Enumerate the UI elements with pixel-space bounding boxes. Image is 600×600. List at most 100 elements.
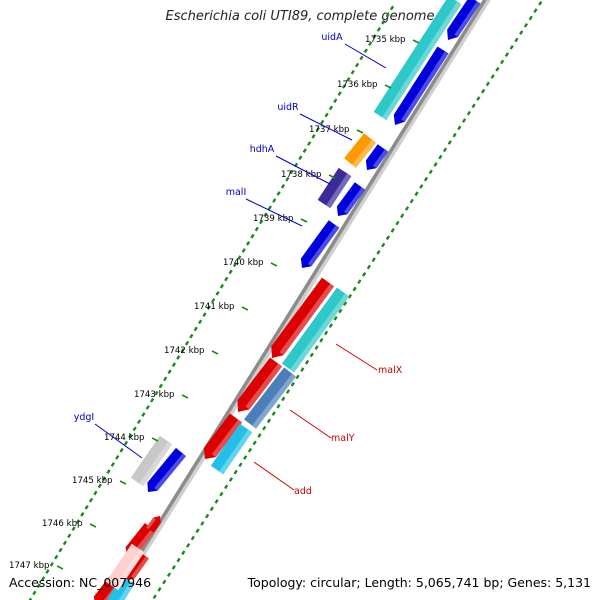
minor-tick [285,176,290,182]
minor-tick [381,242,386,248]
label-malX[interactable]: malX [335,343,403,376]
leader-line [245,198,303,227]
minor-tick [333,315,338,321]
minor-tick [115,454,120,460]
minor-tick [298,155,303,161]
small-gene-box [106,576,135,600]
minor-tick [238,462,243,468]
minor-tick [366,264,372,270]
minor-tick [71,526,76,532]
leader-line [344,43,387,69]
major-tick [328,174,336,179]
minor-tick [357,279,362,285]
minor-tick [419,184,424,189]
minor-tick [75,519,81,524]
label-hdhA[interactable]: hdhA [250,144,331,185]
gene-label-text[interactable]: uidA [321,32,343,43]
minor-tick [523,22,529,28]
minor-tick [323,330,329,336]
ruler-label: 1737 kbp [309,125,350,135]
minor-tick [485,81,490,87]
minor-tick [167,369,172,375]
minor-tick [200,521,205,526]
gene-label-text[interactable]: malI [226,187,247,198]
minor-tick [281,396,286,402]
gene-label-text[interactable]: malY [331,433,355,444]
label-malY[interactable]: malY [289,409,355,444]
minor-tick [376,250,381,255]
minor-tick [88,497,94,503]
minor-tick [67,533,72,539]
minor-tick [304,359,310,365]
minor-tick [389,5,395,11]
minor-tick [93,490,98,496]
label-add[interactable]: add [253,461,312,497]
minor-tick [350,69,355,75]
minor-tick [333,98,338,104]
minor-tick [232,262,238,268]
ruler-label: 1745 kbp [72,476,113,486]
minor-tick [36,583,41,589]
label-malI[interactable]: malI [226,187,303,227]
inner-tick-row [28,5,395,600]
minor-tick [219,491,224,497]
gene-label-text[interactable]: hdhA [250,144,275,155]
minor-tick [214,499,219,504]
reverse-gene-arrow [203,413,242,459]
minor-tick [171,362,177,367]
minor-tick [457,125,462,131]
minor-tick [368,41,373,47]
label-ydgI[interactable]: ydgI [74,412,143,459]
minor-tick [202,312,207,318]
forward-gene-arrow [393,46,449,125]
minor-tick [400,213,405,219]
minor-tick [102,476,107,482]
minor-tick [538,0,543,6]
reverse-gene-arrow [271,277,334,358]
minor-tick [347,293,352,299]
ruler-label: 1736 kbp [337,80,378,90]
major-tick [356,129,364,134]
minor-tick [237,255,242,260]
major-tick [56,565,64,570]
minor-tick [414,191,419,197]
major-tick [181,394,189,399]
minor-tick [447,140,452,145]
minor-tick [106,469,111,474]
minor-tick [219,283,225,289]
minor-tick [193,326,198,332]
gene-uidR [344,133,376,168]
gene-label-text[interactable]: add [294,486,312,497]
minor-tick [490,74,495,79]
gene-uidA [373,0,462,121]
minor-tick [180,348,185,353]
forward-gene-arrow [300,220,340,268]
minor-tick [355,62,360,68]
minor-tick [97,483,102,489]
minor-tick [211,298,216,303]
ruler-label: 1741 kbp [194,302,235,312]
gene-label-text[interactable]: uidR [277,102,299,113]
minor-tick [371,257,376,263]
minor-tick [471,103,476,109]
gene-label-text[interactable]: ydgI [74,412,94,423]
minor-tick [224,276,229,282]
minor-tick [233,469,238,475]
gene-label-text[interactable]: malX [378,365,403,376]
label-uidA[interactable]: uidA [321,32,387,69]
minor-tick [32,590,37,596]
minor-tick [338,308,343,314]
minor-tick [428,169,433,175]
minor-tick [290,381,295,387]
minor-tick [250,233,255,239]
minor-tick [300,367,305,372]
minor-tick [481,88,486,94]
minor-tick [362,272,367,277]
minor-tick [176,557,181,563]
minor-tick [404,206,410,211]
accession-text: Accession: NC_007946 [9,575,152,590]
minor-tick [363,48,368,54]
minor-tick [184,340,190,346]
label-uidR[interactable]: uidR [277,102,353,141]
